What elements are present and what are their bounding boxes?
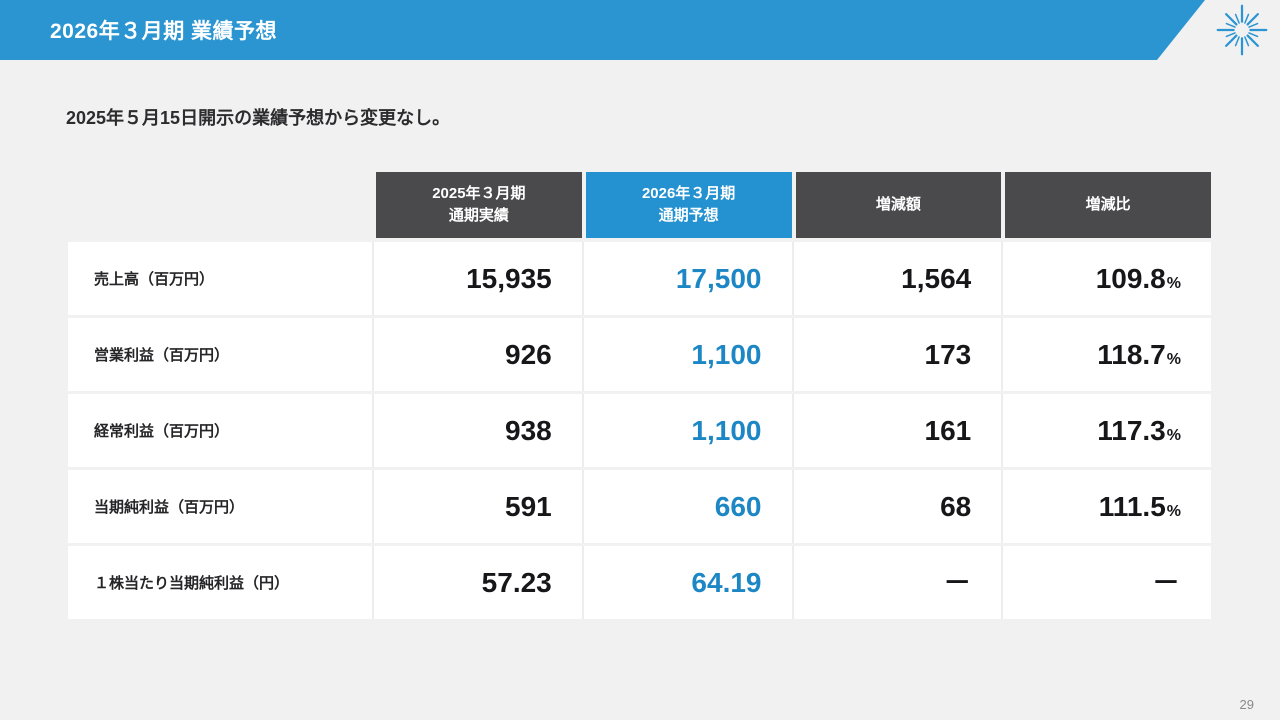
percent-unit: % bbox=[1166, 427, 1181, 444]
table-row-eps: １株当たり当期純利益（円） 57.23 64.19 － － bbox=[68, 546, 1211, 619]
table-row-net-income: 当期純利益（百万円） 591 660 68 111.5% bbox=[68, 470, 1211, 543]
ratio-value: － bbox=[1001, 546, 1211, 619]
change-value: 161 bbox=[791, 394, 1002, 467]
ratio-value: 111.5% bbox=[1001, 470, 1211, 543]
ratio-value: 118.7% bbox=[1001, 318, 1211, 391]
row-label: 売上高（百万円） bbox=[94, 271, 215, 288]
sparkle-logo-icon bbox=[1216, 4, 1268, 56]
table-row-operating-income: 営業利益（百万円） 926 1,100 173 118.7% bbox=[68, 318, 1211, 391]
header-forecast-fy2026: 2026年３月期 通期予想 bbox=[585, 172, 792, 238]
header-spacer bbox=[68, 172, 372, 238]
change-value: 68 bbox=[791, 470, 1002, 543]
table-row-ordinary-income: 経常利益（百万円） 938 1,100 161 117.3% bbox=[68, 394, 1211, 467]
page-title: 2026年３月期 業績予想 bbox=[50, 20, 278, 43]
table-header-row: 2025年３月期 通期実績 2026年３月期 通期予想 増減額 増減比 bbox=[68, 172, 1211, 238]
table-body: 売上高（百万円） 15,935 17,500 1,564 109.8% 営業利益… bbox=[68, 242, 1211, 619]
change-value: 173 bbox=[791, 318, 1002, 391]
ratio-value: 109.8% bbox=[1001, 242, 1211, 315]
row-label: 当期純利益（百万円） bbox=[94, 499, 245, 516]
change-value: 1,564 bbox=[791, 242, 1002, 315]
table-row-sales: 売上高（百万円） 15,935 17,500 1,564 109.8% bbox=[68, 242, 1211, 315]
percent-unit: % bbox=[1166, 503, 1181, 520]
header-forecast-line2: 通期予想 bbox=[658, 207, 719, 224]
forecast-value: 660 bbox=[581, 470, 792, 543]
row-label: 営業利益（百万円） bbox=[94, 347, 230, 364]
header-actual-line1: 2025年３月期 bbox=[432, 185, 526, 203]
header-change-amount: 増減額 bbox=[795, 172, 1002, 238]
header-forecast-line1: 2026年３月期 bbox=[641, 185, 736, 203]
ratio-value: 117.3% bbox=[1001, 394, 1211, 467]
forecast-value: 64.19 bbox=[581, 546, 792, 619]
forecast-table: 2025年３月期 通期実績 2026年３月期 通期予想 増減額 増減比 売上高（… bbox=[68, 172, 1211, 622]
header-actual-fy2025: 2025年３月期 通期実績 bbox=[376, 172, 582, 238]
actual-value: 926 bbox=[372, 318, 582, 391]
change-value: － bbox=[791, 546, 1002, 619]
forecast-value: 17,500 bbox=[581, 242, 792, 315]
slide-subtitle: 2025年５月15日開示の業績予想から変更なし。 bbox=[66, 108, 451, 128]
percent-unit: % bbox=[1166, 351, 1181, 368]
percent-unit: % bbox=[1166, 275, 1181, 292]
header-bar: 2026年３月期 業績予想 bbox=[0, 0, 1205, 60]
page-number: 29 bbox=[1239, 697, 1254, 712]
header-actual-line2: 通期実績 bbox=[448, 207, 509, 224]
header-change-ratio: 増減比 bbox=[1005, 172, 1211, 238]
actual-value: 938 bbox=[372, 394, 582, 467]
actual-value: 591 bbox=[372, 470, 582, 543]
row-label: １株当たり当期純利益（円） bbox=[94, 575, 290, 592]
actual-value: 57.23 bbox=[372, 546, 582, 619]
forecast-value: 1,100 bbox=[581, 394, 792, 467]
actual-value: 15,935 bbox=[372, 242, 582, 315]
row-label: 経常利益（百万円） bbox=[94, 423, 230, 440]
forecast-value: 1,100 bbox=[581, 318, 792, 391]
